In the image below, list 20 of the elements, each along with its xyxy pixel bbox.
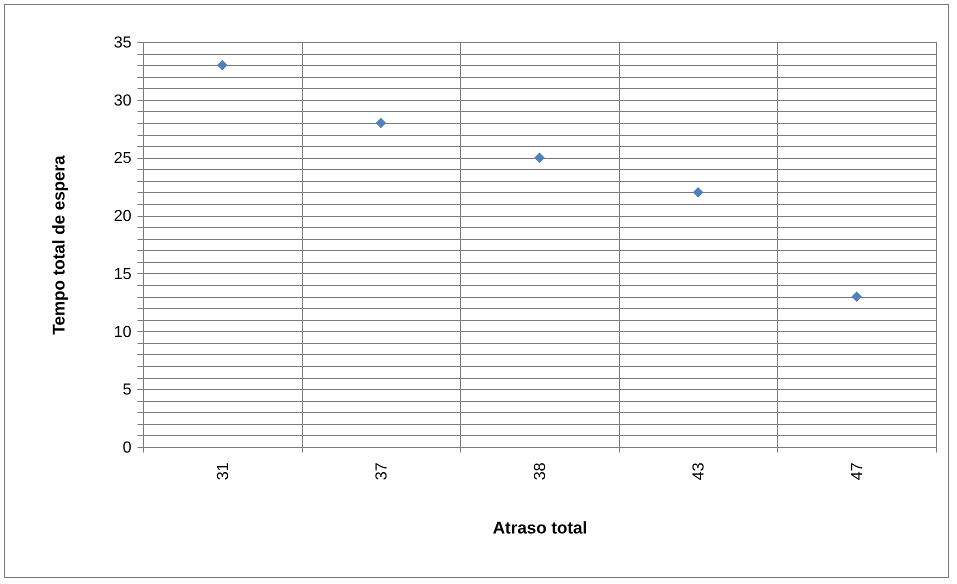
point: [217, 60, 228, 70]
y-tick-label: 35: [114, 34, 132, 52]
y-tick-label: 25: [114, 150, 132, 168]
y-tick-label: 0: [122, 440, 132, 456]
y-tick-label: 30: [114, 92, 132, 110]
x-tick-label: 37: [373, 462, 390, 480]
x-tick-label: 43: [690, 462, 708, 480]
y-tick-label: 5: [122, 382, 132, 399]
point: [851, 291, 862, 302]
y-tick-label: 15: [114, 266, 132, 283]
x-axis-title: Atraso total: [492, 518, 588, 538]
point: [534, 152, 545, 163]
y-tick-label: 20: [114, 208, 132, 226]
y-axis-title: Tempo total de espera: [50, 154, 69, 335]
point: [692, 187, 704, 198]
x-tick-label: 31: [214, 462, 232, 480]
y-tick-label: 10: [114, 324, 132, 341]
point: [376, 118, 386, 128]
x-tick-label: 38: [532, 462, 549, 480]
x-tick-label: 47: [849, 462, 866, 480]
